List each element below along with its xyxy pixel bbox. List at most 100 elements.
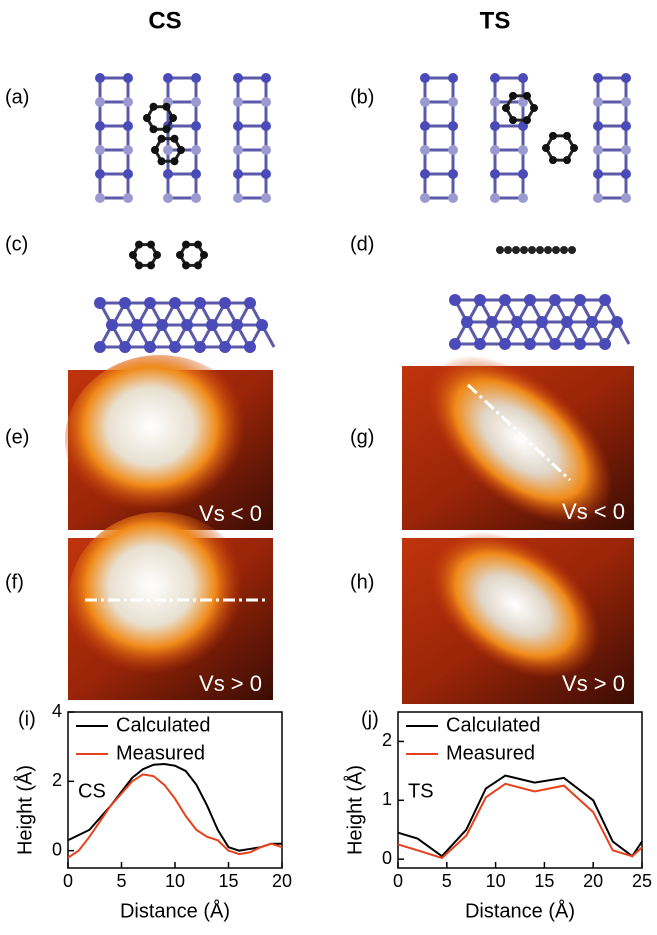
atom bbox=[261, 193, 271, 203]
atom bbox=[549, 132, 557, 140]
atom bbox=[194, 341, 206, 353]
atom bbox=[449, 294, 461, 306]
image-label: Vs > 0 bbox=[199, 671, 262, 696]
data-line bbox=[68, 764, 282, 851]
data-line bbox=[398, 784, 642, 858]
atom bbox=[182, 261, 190, 269]
atom bbox=[593, 169, 603, 179]
atom bbox=[523, 116, 531, 124]
atom bbox=[95, 121, 105, 131]
y-tick-label: 1 bbox=[382, 789, 392, 809]
atom bbox=[123, 145, 133, 155]
panel-label: (d) bbox=[350, 233, 374, 255]
atom bbox=[474, 338, 486, 350]
panel-label: (i) bbox=[18, 708, 36, 730]
atom bbox=[611, 316, 623, 328]
atom bbox=[449, 338, 461, 350]
x-tick-label: 20 bbox=[583, 871, 603, 891]
atom bbox=[552, 246, 560, 254]
atom bbox=[518, 193, 528, 203]
atom bbox=[524, 294, 536, 306]
atom bbox=[131, 319, 143, 331]
atom bbox=[561, 316, 573, 328]
atom bbox=[490, 193, 500, 203]
atom bbox=[621, 193, 631, 203]
y-tick-label: 2 bbox=[52, 770, 62, 790]
atom bbox=[244, 341, 256, 353]
atom bbox=[129, 251, 137, 259]
atom bbox=[549, 338, 561, 350]
y-axis-label: Height (Å) bbox=[343, 765, 366, 855]
atom bbox=[536, 246, 544, 254]
atom bbox=[151, 146, 159, 154]
legend-label: Calculated bbox=[116, 714, 211, 736]
atom bbox=[448, 121, 458, 131]
atom bbox=[219, 341, 231, 353]
atom bbox=[512, 246, 520, 254]
atom bbox=[163, 145, 173, 155]
column-header: CS bbox=[148, 7, 181, 34]
atom bbox=[542, 144, 550, 152]
atom bbox=[123, 73, 133, 83]
atom bbox=[147, 261, 155, 269]
column-header: TS bbox=[480, 7, 511, 34]
atom bbox=[177, 146, 185, 154]
atom bbox=[106, 319, 118, 331]
atom bbox=[509, 92, 517, 100]
atom bbox=[599, 294, 611, 306]
atom bbox=[135, 241, 143, 249]
molecular-structures bbox=[94, 73, 631, 353]
atom bbox=[563, 132, 571, 140]
atom bbox=[420, 97, 430, 107]
atom bbox=[233, 145, 243, 155]
y-tick-label: 4 bbox=[52, 701, 62, 721]
annotation: TS bbox=[408, 780, 434, 802]
atom bbox=[621, 145, 631, 155]
legend-label: Calculated bbox=[446, 714, 541, 736]
atom bbox=[163, 169, 173, 179]
atom bbox=[261, 121, 271, 131]
atom bbox=[490, 121, 500, 131]
atom bbox=[574, 294, 586, 306]
atom bbox=[420, 73, 430, 83]
atom bbox=[568, 246, 576, 254]
panel-label: (b) bbox=[350, 86, 374, 108]
atom bbox=[599, 338, 611, 350]
y-tick-label: 0 bbox=[382, 848, 392, 868]
atom bbox=[150, 103, 158, 111]
atom bbox=[549, 156, 557, 164]
atom bbox=[244, 297, 256, 309]
stm-image-e: Vs < 0 bbox=[65, 355, 273, 530]
atom bbox=[518, 145, 528, 155]
atom bbox=[233, 73, 243, 83]
atom bbox=[490, 73, 500, 83]
atom bbox=[256, 319, 268, 331]
atom bbox=[171, 157, 179, 165]
atom bbox=[123, 121, 133, 131]
x-axis-label: Distance (Å) bbox=[465, 899, 575, 922]
atom bbox=[95, 169, 105, 179]
atom bbox=[593, 73, 603, 83]
x-tick-label: 10 bbox=[486, 871, 506, 891]
atom bbox=[520, 246, 528, 254]
x-tick-label: 5 bbox=[116, 871, 126, 891]
atom bbox=[593, 121, 603, 131]
y-tick-label: 0 bbox=[52, 839, 62, 859]
atom bbox=[420, 145, 430, 155]
atom bbox=[158, 135, 166, 143]
atom bbox=[593, 97, 603, 107]
atom bbox=[621, 121, 631, 131]
atom bbox=[574, 338, 586, 350]
atom bbox=[233, 169, 243, 179]
atom bbox=[496, 246, 504, 254]
atom bbox=[156, 319, 168, 331]
atom bbox=[549, 294, 561, 306]
atom bbox=[181, 319, 193, 331]
atom bbox=[163, 193, 173, 203]
atom bbox=[95, 73, 105, 83]
x-tick-label: 15 bbox=[218, 871, 238, 891]
atom bbox=[621, 73, 631, 83]
image-label: Vs < 0 bbox=[562, 499, 625, 524]
atom bbox=[191, 121, 201, 131]
atom bbox=[420, 193, 430, 203]
